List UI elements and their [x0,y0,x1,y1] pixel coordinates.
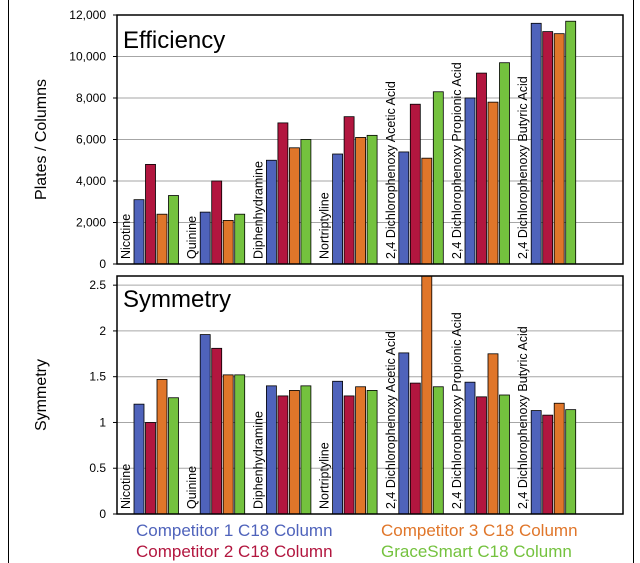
chart-title: Symmetry [123,286,231,313]
y-tick-label: 1 [99,415,106,429]
category-label: Nicotine [119,464,133,509]
chart-efficiency: 0 2,000 4,000 6,000 8,000 10,000 12,000 Plates … [33,8,624,271]
bar [222,374,234,515]
bar [300,385,312,515]
y-tick-label: 0 [99,507,106,521]
bar [222,220,234,265]
bar [145,422,156,515]
bar [464,97,476,265]
bar [553,402,565,515]
bar [168,397,179,515]
bar [133,199,145,265]
y-tick-label: 1.5 [89,370,106,384]
bar [145,163,156,265]
category-label: 2,4 Dichlorophenoxy Propionic Acid [450,312,464,509]
y-tick-label: 12,000 [69,8,106,22]
bar [464,381,476,515]
plot-area-border [116,275,624,515]
bar [565,20,577,265]
y-tick-label: 8,000 [76,91,106,105]
chart-symmetry: 0 0.5 1 1.5 2 2.5 Symmetry Nicotine Quinine Diphe… [33,275,624,521]
y-axis-label: Plates / Columns [33,79,50,200]
bar [156,379,168,515]
bar [343,116,355,265]
bar [168,195,179,265]
category-label: Diphenhydramine [251,161,265,259]
bar [542,31,554,265]
bar [234,374,246,515]
bar [553,33,565,265]
bar [156,213,168,265]
category-label: Nortriptyline [318,192,332,259]
bar [265,159,277,265]
bar [421,157,433,265]
bar [355,386,367,515]
bar [133,403,145,515]
bar [421,275,433,515]
bar [432,386,444,515]
bar [398,352,410,515]
bar [211,347,223,515]
legend-item-competitor-1-c18-column: Competitor 1 C18 Column [136,521,333,540]
bar [432,91,444,265]
bar [234,213,246,265]
bar [476,396,487,515]
category-label: 2,4 Dichlorophenoxy Butyric Acid [516,76,530,259]
bar [499,394,510,515]
y-tick-label: 10,000 [69,50,106,64]
bar [398,151,410,265]
category-label: Quinine [185,216,199,259]
bar [332,380,344,515]
bar [300,139,312,265]
y-tick-label: 2,000 [76,216,106,230]
bar [288,147,300,265]
bar [277,395,289,515]
category-label: 2,4 Dichlorophenoxy Acetic Acid [384,81,398,259]
chart-title: Efficiency [123,27,225,54]
y-tick-label: 0 [99,257,106,271]
category-label: Nicotine [119,214,133,259]
legend-item-competitor-3-c18-column: Competitor 3 C18 Column [381,521,578,540]
y-axis-label: Symmetry [33,359,50,431]
bar [530,22,542,265]
bar [366,134,378,265]
bar [476,72,487,265]
bar [499,62,510,265]
figure-frame [8,0,634,563]
category-label: 2,4 Dichlorophenoxy Acetic Acid [384,331,398,509]
bar [199,334,211,515]
bar [565,409,577,515]
y-tick-label: 2 [99,324,106,338]
bar [487,101,499,265]
bar [355,137,367,265]
category-label: 2,4 Dichlorophenoxy Butyric Acid [516,326,530,509]
category-label: Diphenhydramine [251,411,265,509]
bar [199,211,211,265]
bar [332,153,344,265]
bar [288,390,300,515]
y-tick-label: 4,000 [76,174,106,188]
category-label: 2,4 Dichlorophenoxy Propionic Acid [450,62,464,259]
category-label: Quinine [185,466,199,509]
bar [409,382,421,515]
bar [409,103,421,265]
legend-item-gracesmart-c18-column: GraceSmart C18 Column [381,542,572,561]
y-tick-label: 0.5 [89,461,106,475]
bar [277,122,289,265]
bar [542,414,554,515]
legend-item-competitor-2-c18-column: Competitor 2 C18 Column [136,542,333,561]
bar [366,390,378,515]
bar [487,353,499,515]
bar [211,180,223,265]
y-tick-label: 6,000 [76,133,106,147]
bar [343,395,355,515]
y-tick-label: 2.5 [89,278,106,292]
category-label: Nortriptyline [318,442,332,509]
bar [530,410,542,515]
bar [265,385,277,515]
